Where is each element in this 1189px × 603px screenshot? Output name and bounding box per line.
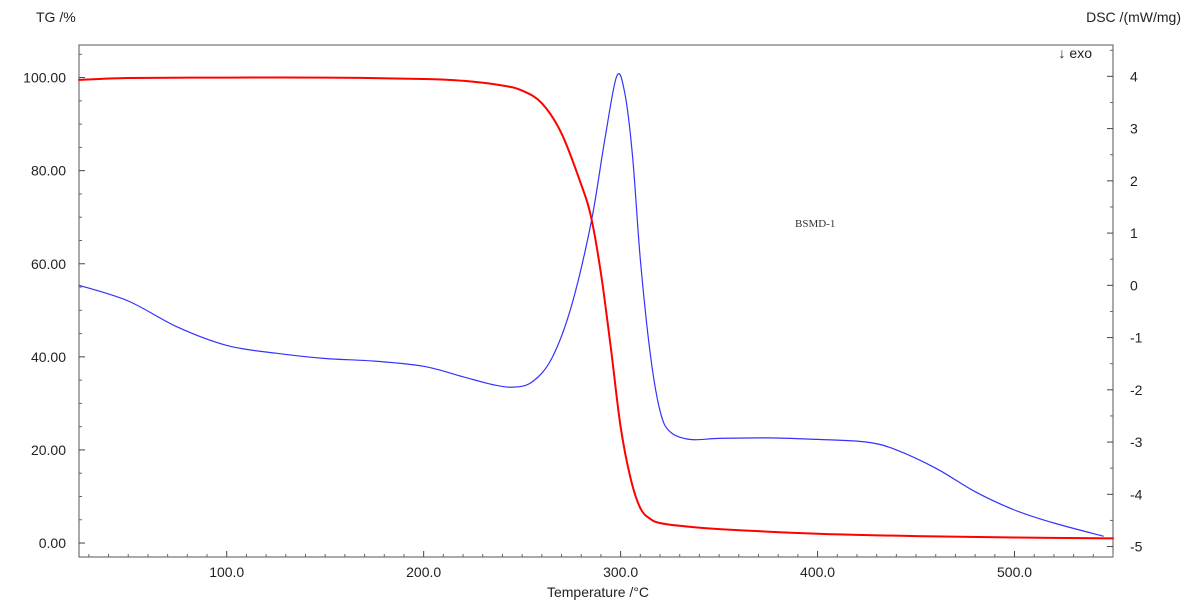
y-right-tick-label: 4 xyxy=(1130,68,1138,84)
y-left-tick-label: 100.00 xyxy=(23,70,66,86)
y-left-tick-label: 20.00 xyxy=(31,442,66,458)
x-tick-label: 100.0 xyxy=(209,564,244,580)
axis-ticks xyxy=(79,49,1114,557)
y-left-tick-label: 60.00 xyxy=(31,256,66,272)
plot-border xyxy=(78,44,1114,558)
y-right-tick-label: -1 xyxy=(1130,330,1143,346)
y-left-tick-label: 80.00 xyxy=(31,163,66,179)
y-right-tick-label: 2 xyxy=(1130,173,1138,189)
y-right-tick-label: -5 xyxy=(1130,539,1143,555)
x-tick-label: 400.0 xyxy=(800,564,835,580)
x-tick-label: 300.0 xyxy=(603,564,638,580)
data-curves xyxy=(78,73,1114,540)
plot-frame xyxy=(78,44,1114,558)
x-tick-label: 200.0 xyxy=(406,564,441,580)
right-axis-title: DSC /(mW/mg) xyxy=(1086,9,1181,25)
y-right-tick-label: -3 xyxy=(1130,434,1143,450)
y-right-tick-label: -2 xyxy=(1130,382,1143,398)
dsc-curve xyxy=(78,73,1104,537)
y-right-tick-label: -4 xyxy=(1130,486,1143,502)
left-axis-title: TG /% xyxy=(36,9,76,25)
x-tick-label: 500.0 xyxy=(997,564,1032,580)
tg-curve xyxy=(78,76,1114,540)
x-axis-title: Temperature /°C xyxy=(547,584,649,600)
sample-annotation: BSMD-1 xyxy=(795,218,835,230)
exo-indicator: ↓ exo xyxy=(1059,45,1093,61)
y-left-tick-label: 40.00 xyxy=(31,349,66,365)
tick-labels: 100.0 200.0 300.0 400.0 500.0 0.00 20.00 40.00 6… xyxy=(23,68,1142,580)
y-left-tick-label: 0.00 xyxy=(39,535,66,551)
y-right-tick-label: 3 xyxy=(1130,121,1138,137)
y-right-tick-label: 0 xyxy=(1130,277,1138,293)
y-right-tick-label: 1 xyxy=(1130,225,1138,241)
